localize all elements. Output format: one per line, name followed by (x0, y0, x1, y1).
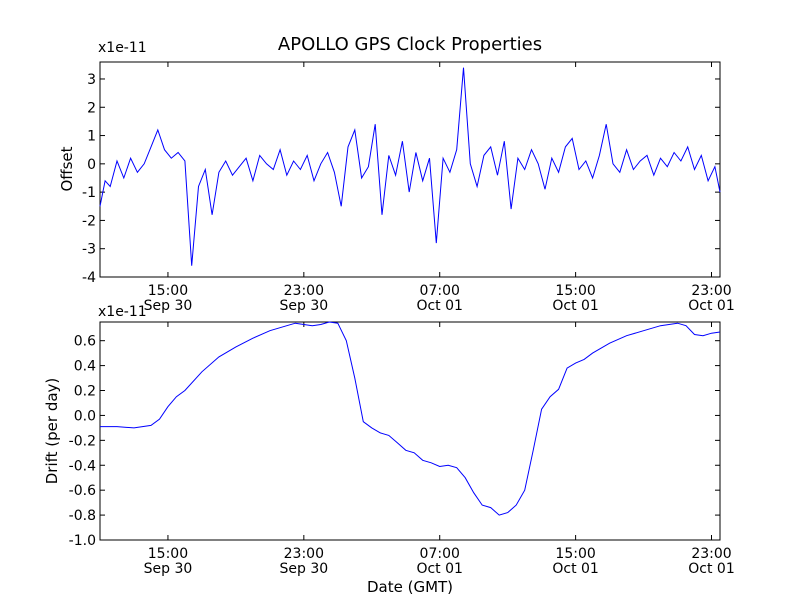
drift-xtick-date-label: Sep 30 (144, 561, 193, 577)
offset-xtick-time-label: 15:00 (555, 283, 595, 299)
offset-series-line (99, 67, 721, 266)
drift-multiplier-label: x1e-11 (98, 304, 147, 320)
offset-plot-frame (99, 61, 721, 278)
drift-xtick-date-label: Oct 01 (688, 561, 734, 577)
drift-ytick-label: -0.4 (69, 458, 96, 474)
drift-xtick-date-label: Sep 30 (280, 561, 329, 577)
drift-xtick-date-label: Oct 01 (416, 561, 462, 577)
drift-plot: x1e-11 Drift (per day) -1.0-0.8-0.6-0.4-… (43, 304, 735, 596)
offset-axis-label: Offset (58, 146, 76, 191)
drift-plot-frame (99, 321, 721, 541)
offset-ytick-label: 2 (87, 100, 96, 116)
offset-ytick-label: 0 (87, 157, 96, 173)
offset-xtick-date-label: Oct 01 (416, 298, 462, 314)
drift-xtick-time-label: 23:00 (284, 546, 324, 562)
drift-xtick-date-label: Oct 01 (552, 561, 598, 577)
drift-ytick-label: -0.2 (69, 433, 96, 449)
offset-xtick-date-label: Sep 30 (144, 298, 193, 314)
drift-axis-label: Drift (per day) (43, 378, 61, 485)
offset-ytick-label: -2 (82, 213, 96, 229)
offset-multiplier-label: x1e-11 (98, 40, 147, 56)
drift-xtick-time-label: 07:00 (420, 546, 460, 562)
drift-ytick-label: 0.0 (74, 408, 96, 424)
offset-xtick-time-label: 07:00 (420, 283, 460, 299)
drift-series-line (100, 321, 721, 516)
drift-ytick-label: 0.6 (74, 334, 96, 350)
drift-xtick-time-label: 15:00 (148, 546, 188, 562)
x-axis-label: Date (GMT) (367, 578, 453, 596)
offset-ytick-label: -3 (82, 242, 96, 258)
offset-y-ticks: -4 -3 -2 -1 0 1 2 3 (82, 72, 720, 286)
chart-title: APOLLO GPS Clock Properties (278, 34, 542, 55)
offset-ytick-label: -4 (82, 270, 96, 286)
drift-xtick-time-label: 15:00 (555, 546, 595, 562)
offset-ytick-label: -1 (82, 185, 96, 201)
offset-xtick-time-label: 15:00 (148, 283, 188, 299)
offset-xtick-date-label: Oct 01 (552, 298, 598, 314)
offset-ytick-label: 1 (87, 129, 96, 145)
drift-ytick-label: -1.0 (69, 533, 96, 549)
drift-xtick-time-label: 23:00 (691, 546, 731, 562)
drift-ytick-label: -0.8 (69, 508, 96, 524)
offset-xtick-time-label: 23:00 (284, 283, 324, 299)
offset-xtick-time-label: 23:00 (691, 283, 731, 299)
offset-ytick-label: 3 (87, 72, 96, 88)
drift-ytick-label: 0.2 (74, 384, 96, 400)
drift-ytick-label: -0.6 (69, 483, 96, 499)
drift-y-ticks: -1.0 -0.8 -0.6 -0.4 -0.2 0.0 0.2 0.4 0.6 (69, 334, 720, 549)
offset-xtick-date-label: Sep 30 (280, 298, 329, 314)
drift-ytick-label: 0.4 (74, 359, 96, 375)
offset-xtick-date-label: Oct 01 (688, 298, 734, 314)
